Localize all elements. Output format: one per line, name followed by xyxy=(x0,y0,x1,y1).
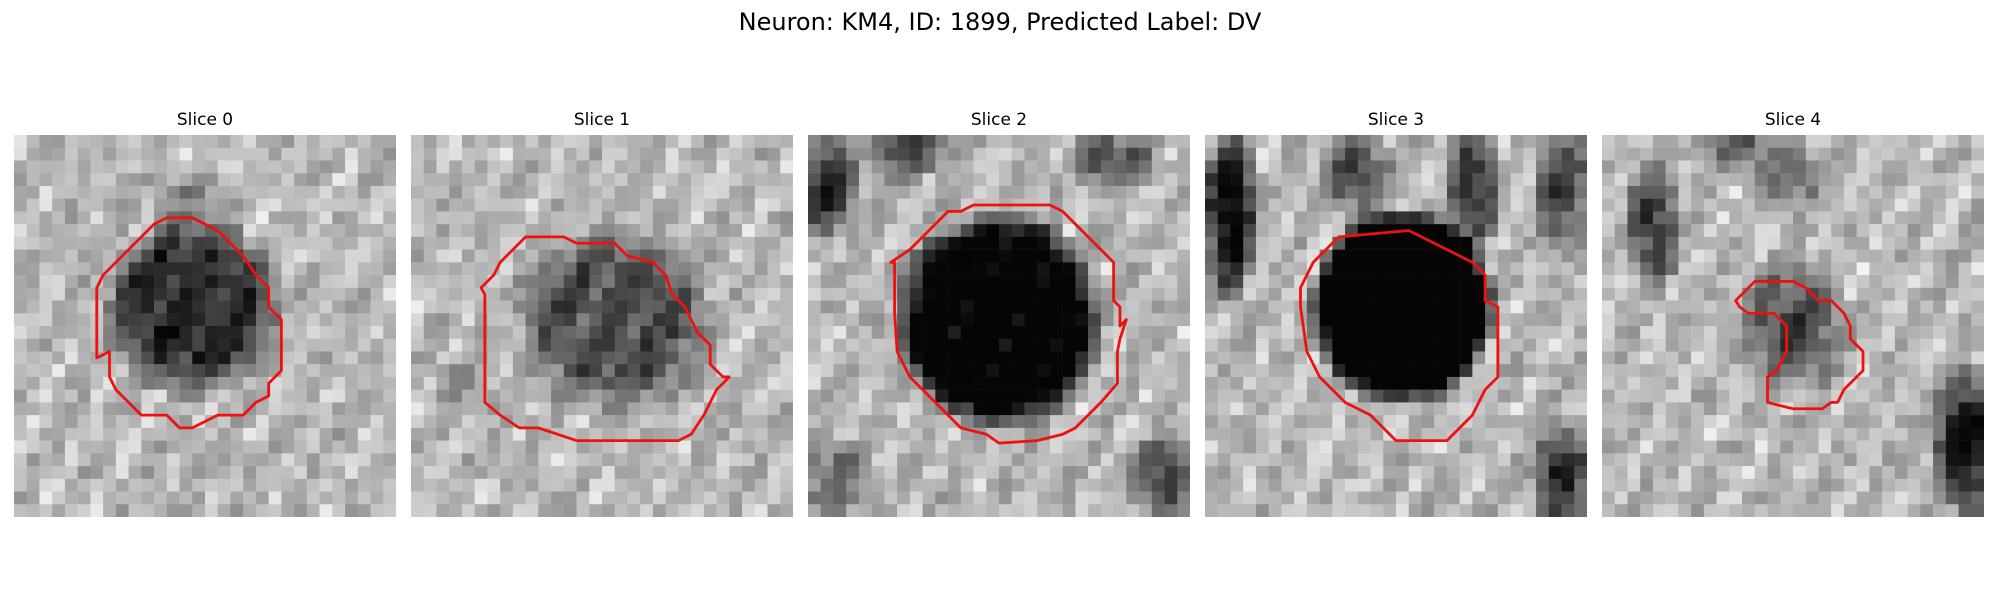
slice-title-2: Slice 2 xyxy=(970,110,1028,130)
slice-panel-1: Slice 1 xyxy=(411,108,793,517)
slice-title-0: Slice 0 xyxy=(176,110,234,130)
segmentation-contour-2 xyxy=(889,203,1128,445)
slice-title-4: Slice 4 xyxy=(1764,110,1822,130)
segmentation-contour-3 xyxy=(1299,229,1500,443)
segmentation-contour-1 xyxy=(479,235,731,443)
slice-title-1: Slice 1 xyxy=(573,110,631,130)
slice-image-1 xyxy=(411,135,793,517)
slice-image-4 xyxy=(1602,135,1984,517)
slice-panel-3: Slice 3 xyxy=(1205,108,1587,517)
slice-image-3 xyxy=(1205,135,1587,517)
slice-image-2 xyxy=(808,135,1190,517)
slice-title-3: Slice 3 xyxy=(1367,110,1425,130)
figure-title: Neuron: KM4, ID: 1899, Predicted Label: … xyxy=(738,8,1262,36)
slice-panel-4: Slice 4 xyxy=(1602,108,1984,517)
slice-image-0 xyxy=(14,135,396,517)
segmentation-contour-4 xyxy=(1734,280,1865,411)
slice-panel-0: Slice 0 xyxy=(14,108,396,517)
slice-panel-2: Slice 2 xyxy=(808,108,1190,517)
segmentation-contour-0 xyxy=(95,216,283,430)
